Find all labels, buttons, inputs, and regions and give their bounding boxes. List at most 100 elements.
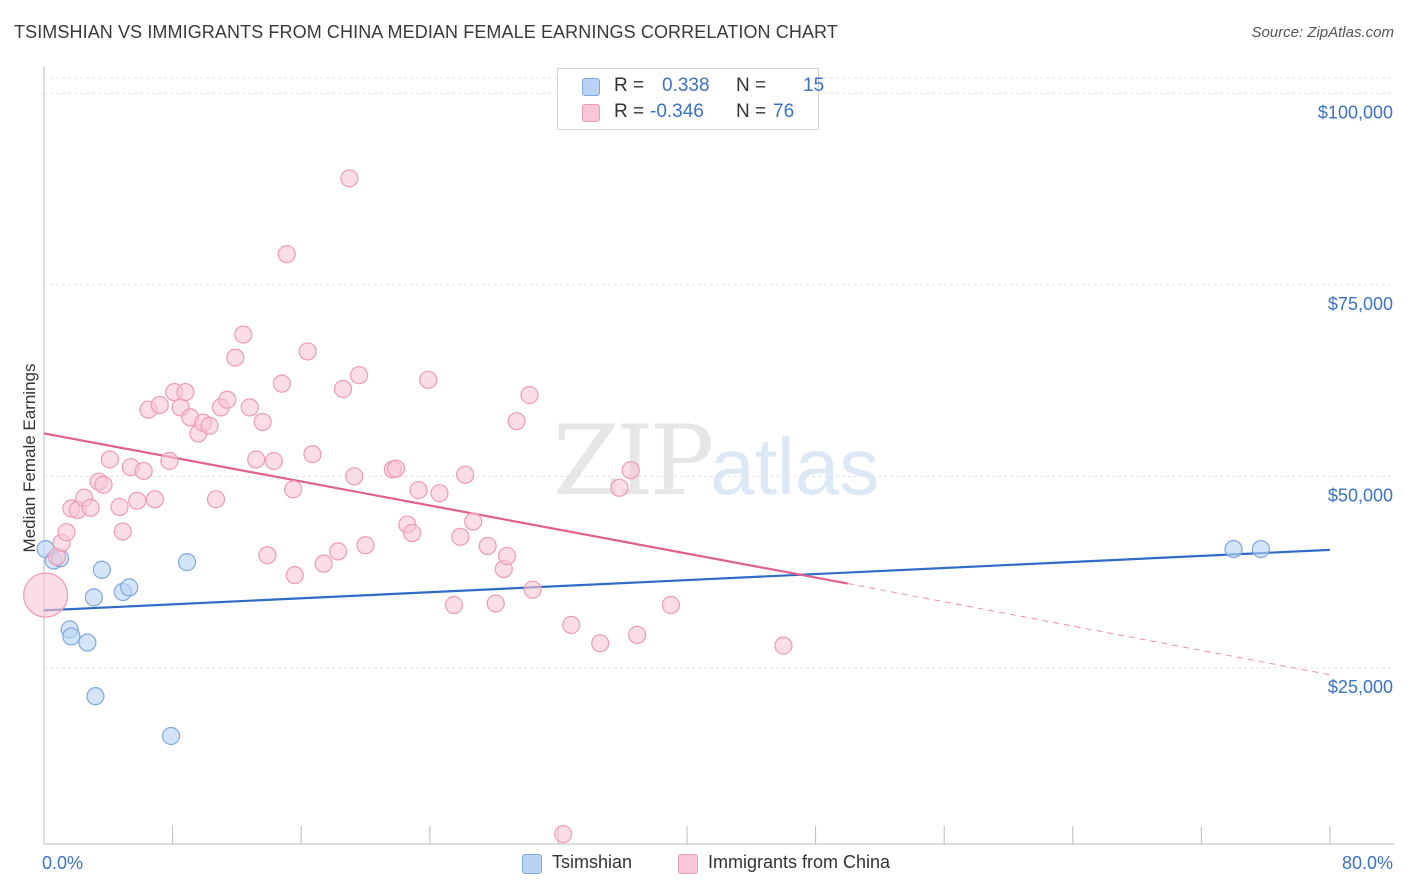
china-point bbox=[100, 450, 120, 469]
trend-lines bbox=[43, 432, 1331, 676]
china-point bbox=[218, 390, 237, 409]
tsimshian-point bbox=[86, 687, 105, 706]
china-point bbox=[486, 594, 505, 613]
data-points bbox=[23, 169, 1270, 844]
legend-r-value: 0.338 bbox=[662, 75, 710, 96]
legend-n-value: 76 bbox=[773, 101, 795, 122]
watermark: ZIPatlas bbox=[553, 405, 879, 517]
x-tick-label-min: 0.0% bbox=[42, 853, 83, 873]
china-point bbox=[610, 478, 629, 497]
china-point bbox=[386, 459, 406, 478]
y-tick-label: $100,000 bbox=[1318, 102, 1393, 122]
china-point bbox=[621, 461, 640, 480]
china-point bbox=[253, 412, 272, 432]
china-point bbox=[176, 382, 195, 402]
china-point bbox=[628, 625, 647, 644]
tsimshian-point bbox=[1224, 539, 1243, 559]
china-point bbox=[444, 595, 464, 615]
china-point bbox=[303, 445, 322, 464]
legend-r-label: R = bbox=[614, 75, 645, 96]
china-point bbox=[145, 490, 165, 509]
china-point bbox=[661, 595, 681, 615]
china-point bbox=[277, 245, 296, 264]
china-point bbox=[284, 480, 303, 499]
legend-swatch-china bbox=[678, 854, 698, 874]
china-point bbox=[272, 374, 292, 393]
china-point bbox=[23, 572, 69, 618]
china-point bbox=[285, 566, 304, 585]
tsimshian-point bbox=[1251, 539, 1270, 559]
china-point bbox=[345, 467, 364, 486]
source-credit: Source: ZipAtlas.com bbox=[1251, 24, 1394, 41]
tick-labels: $25,000 $50,000 $75,000 $100,000 0.0% 80.0% bbox=[42, 102, 1393, 873]
china-point bbox=[200, 416, 219, 435]
china-point bbox=[206, 490, 226, 509]
legend-label-china: Immigrants from China bbox=[708, 852, 891, 872]
legend-n-label: N = bbox=[736, 101, 767, 122]
china-point bbox=[456, 465, 475, 484]
y-tick-label: $25,000 bbox=[1328, 677, 1393, 697]
correlation-legend: R = 0.338 N = 15 R = -0.346 N = 76 bbox=[557, 68, 824, 130]
china-point bbox=[419, 370, 438, 389]
china-point bbox=[591, 634, 610, 653]
china-trend-extension bbox=[847, 583, 1331, 676]
legend-n-label: N = bbox=[736, 75, 767, 96]
china-point bbox=[340, 169, 359, 188]
legend-n-value: 15 bbox=[803, 75, 825, 96]
legend-swatch-tsimshian bbox=[522, 854, 542, 874]
y-tick-label: $50,000 bbox=[1328, 485, 1393, 505]
china-point bbox=[451, 527, 470, 546]
china-point bbox=[520, 386, 539, 405]
china-point bbox=[554, 824, 573, 844]
tsimshian-point bbox=[92, 560, 111, 579]
china-point bbox=[258, 546, 277, 565]
y-tick-label: $75,000 bbox=[1328, 294, 1393, 314]
legend-r-label: R = bbox=[614, 101, 645, 122]
china-point bbox=[329, 542, 348, 561]
tsimshian-point bbox=[161, 726, 181, 746]
china-point bbox=[562, 615, 581, 635]
china-point bbox=[134, 461, 153, 481]
china-point bbox=[464, 512, 483, 531]
legend-swatch-china bbox=[582, 104, 600, 122]
china-point bbox=[81, 498, 100, 517]
china-point bbox=[240, 398, 259, 417]
chart-title: TSIMSHIAN VS IMMIGRANTS FROM CHINA MEDIA… bbox=[14, 22, 838, 42]
watermark-atlas: atlas bbox=[710, 422, 880, 511]
china-point bbox=[403, 523, 422, 543]
tsimshian-point bbox=[177, 553, 197, 572]
china-point bbox=[356, 536, 375, 555]
china-point bbox=[298, 342, 317, 361]
china-point bbox=[774, 636, 793, 655]
china-point bbox=[128, 491, 147, 510]
china-point bbox=[507, 412, 526, 431]
china-point bbox=[226, 348, 245, 367]
china-point bbox=[264, 451, 283, 471]
china-point bbox=[314, 554, 333, 573]
x-tick-label-max: 80.0% bbox=[1342, 853, 1393, 873]
china-point bbox=[234, 325, 253, 344]
china-point bbox=[497, 546, 517, 566]
tsimshian-trend-line bbox=[43, 548, 1331, 612]
tsimshian-point bbox=[62, 627, 81, 646]
axes bbox=[43, 66, 1394, 845]
china-point bbox=[57, 523, 76, 542]
tsimshian-point bbox=[78, 633, 97, 652]
china-point bbox=[333, 379, 353, 399]
legend-label-tsimshian: Tsimshian bbox=[552, 852, 633, 872]
legend-r-value: -0.346 bbox=[650, 101, 704, 122]
china-point bbox=[150, 395, 169, 415]
tsimshian-point bbox=[120, 578, 139, 597]
china-point bbox=[523, 580, 542, 599]
watermark-zip: ZIP bbox=[553, 405, 714, 517]
china-point bbox=[113, 522, 132, 541]
china-point bbox=[160, 451, 179, 471]
china-point bbox=[478, 536, 497, 556]
tsimshian-point bbox=[84, 588, 103, 607]
china-point bbox=[409, 481, 428, 500]
china-point bbox=[349, 366, 369, 385]
china-point bbox=[94, 475, 113, 494]
legend-swatch-tsimshian bbox=[582, 78, 600, 96]
china-point bbox=[430, 484, 449, 503]
